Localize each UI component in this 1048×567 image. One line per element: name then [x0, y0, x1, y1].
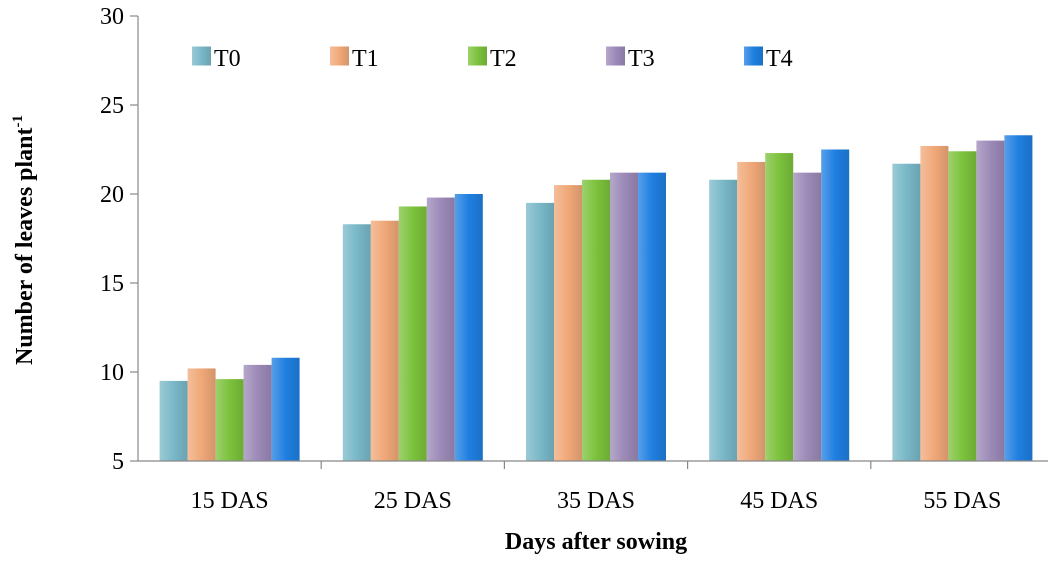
bar-t4-55-das	[1004, 135, 1033, 461]
y-tick-label: 20	[100, 182, 124, 208]
legend-swatch-t0	[192, 46, 211, 66]
legend-label-t2: T2	[490, 46, 517, 72]
bar-t2-35-das	[582, 179, 610, 461]
y-tick-label: 15	[100, 271, 124, 297]
bar-t1-35-das	[554, 185, 582, 461]
y-axis-title-superscript: -1	[10, 115, 26, 128]
legend-label-t4: T4	[766, 46, 793, 72]
y-tick-label: 25	[100, 93, 124, 119]
legend: T0 T1 T2 T3 T4	[192, 46, 793, 72]
bar-t3-45-das	[793, 172, 822, 461]
x-tick-label: 55 DAS	[923, 488, 1001, 514]
x-tick-label: 45 DAS	[740, 488, 818, 514]
x-ticks: 15 DAS 25 DAS 35 DAS 45 DAS 55 DAS	[191, 461, 1001, 514]
y-ticks: 5 10 15 20 25 30	[100, 4, 138, 475]
axes	[137, 16, 1048, 462]
bar-t4-15-das	[271, 357, 300, 461]
legend-label-t1: T1	[352, 46, 379, 72]
bar-t1-55-das	[920, 145, 949, 461]
bar-t0-25-das	[342, 224, 371, 461]
bar-t2-45-das	[765, 153, 794, 461]
bar-t2-55-das	[948, 151, 977, 461]
legend-swatch-t4	[744, 46, 763, 66]
legend-swatch-t1	[330, 46, 349, 66]
bar-t0-55-das	[892, 163, 921, 462]
x-tick-label: 25 DAS	[374, 488, 452, 514]
legend-label-t0: T0	[214, 46, 241, 72]
bar-t4-35-das	[638, 172, 666, 461]
x-tick-label: 35 DAS	[557, 488, 635, 514]
y-tick-label: 30	[100, 4, 124, 30]
y-tick-label: 10	[100, 360, 124, 386]
y-tick-label: 5	[112, 449, 124, 475]
legend-swatch-t3	[606, 46, 625, 66]
bar-t0-15-das	[159, 380, 188, 461]
plot-area	[159, 135, 1033, 462]
bar-t1-15-das	[187, 368, 216, 461]
x-axis-title: Days after sowing	[505, 529, 687, 555]
bar-t2-25-das	[398, 206, 427, 461]
bar-t0-35-das	[526, 202, 554, 461]
bar-t2-15-das	[215, 379, 244, 461]
x-tick-label: 15 DAS	[191, 488, 269, 514]
legend-swatch-t2	[468, 46, 487, 66]
bar-t0-45-das	[709, 179, 738, 461]
legend-label-t3: T3	[628, 46, 655, 72]
bar-t3-25-das	[426, 197, 455, 461]
bar-t4-45-das	[821, 149, 850, 461]
bar-t4-25-das	[454, 194, 483, 461]
y-axis-title-main: Number of leaves plant	[12, 127, 38, 365]
bar-t3-35-das	[610, 172, 638, 461]
bar-t1-45-das	[737, 161, 766, 461]
bar-t3-15-das	[243, 364, 272, 461]
y-axis-title: Number of leaves plant-1	[10, 115, 38, 365]
bar-t1-25-das	[370, 220, 399, 461]
bar-t3-55-das	[976, 140, 1005, 461]
